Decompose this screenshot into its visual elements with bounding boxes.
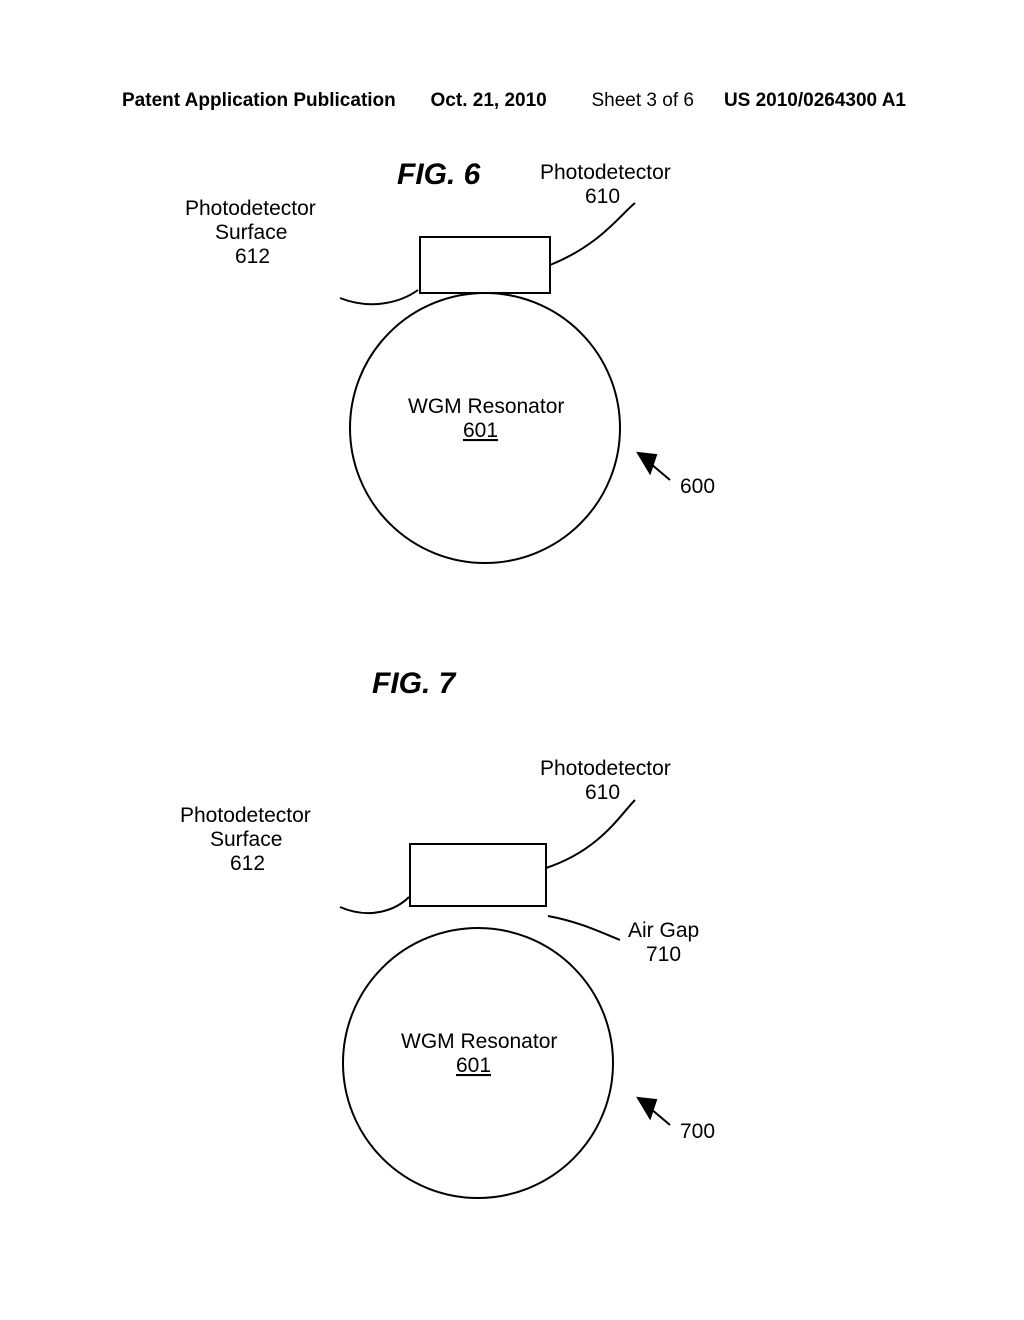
figure-ref-numeral: 700 (680, 1120, 715, 1143)
surface-ref: 612 (230, 852, 265, 875)
photodetector-label: Photodetector (540, 757, 671, 780)
resonator-label: WGM Resonator (401, 1030, 557, 1053)
surface-ref: 612 (235, 245, 270, 268)
figure-7-title: FIG. 7 (372, 667, 455, 701)
sheet-number: Sheet 3 of 6 (581, 90, 723, 112)
resonator-ref: 601 (456, 1054, 491, 1077)
surface-label-1: Photodetector (185, 197, 316, 220)
photodetector-ref: 610 (585, 185, 620, 208)
surface-label-2: Surface (215, 221, 287, 244)
figure-ref-numeral: 600 (680, 475, 715, 498)
resonator-label: WGM Resonator (408, 395, 564, 418)
surface-label-1: Photodetector (180, 804, 311, 827)
publication-number: US 2010/0264300 A1 (724, 90, 906, 112)
patent-header: Patent Application Publication Oct. 21, … (122, 90, 906, 112)
photodetector-label: Photodetector (540, 161, 671, 184)
page: Patent Application Publication Oct. 21, … (0, 0, 1024, 1320)
airgap-label: Air Gap (628, 919, 699, 942)
figure-6-diagram: Photodetector610PhotodetectorSurface612W… (170, 155, 810, 585)
figure-7-diagram: Photodetector610PhotodetectorSurface612A… (170, 740, 810, 1240)
resonator-ref: 601 (463, 419, 498, 442)
publication-type: Patent Application Publication (122, 90, 396, 112)
surface-label-2: Surface (210, 828, 282, 851)
publication-date: Oct. 21, 2010 (396, 90, 582, 112)
photodetector-ref: 610 (585, 781, 620, 804)
airgap-ref: 710 (646, 943, 681, 966)
